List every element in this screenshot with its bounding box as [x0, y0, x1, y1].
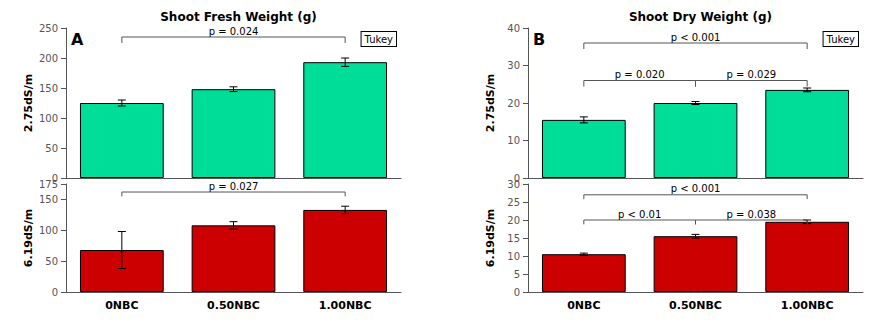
svg-text:A: A: [71, 30, 84, 49]
svg-text:p < 0.001: p < 0.001: [671, 32, 721, 43]
svg-text:50: 50: [45, 143, 58, 154]
svg-text:40: 40: [507, 23, 520, 34]
svg-text:200: 200: [39, 53, 58, 64]
svg-text:0NBC: 0NBC: [105, 299, 138, 312]
svg-text:15: 15: [507, 233, 520, 244]
svg-text:B: B: [533, 30, 545, 49]
svg-text:p = 0.029: p = 0.029: [726, 69, 776, 80]
svg-text:100: 100: [39, 113, 58, 124]
svg-text:Tukey: Tukey: [826, 34, 856, 45]
svg-text:150: 150: [39, 194, 58, 205]
svg-text:p = 0.024: p = 0.024: [209, 26, 259, 37]
svg-text:30: 30: [507, 179, 520, 190]
svg-text:25: 25: [507, 197, 520, 208]
svg-text:p = 0.027: p = 0.027: [209, 181, 259, 192]
svg-text:0.50NBC: 0.50NBC: [669, 299, 722, 312]
svg-text:150: 150: [39, 83, 58, 94]
svg-text:Tukey: Tukey: [364, 34, 394, 45]
svg-text:2.75dS/m: 2.75dS/m: [484, 74, 497, 132]
svg-text:10: 10: [507, 251, 520, 262]
svg-text:20: 20: [507, 98, 520, 109]
svg-text:6.19dS/m: 6.19dS/m: [484, 209, 497, 267]
svg-text:p < 0.01: p < 0.01: [618, 209, 661, 220]
svg-text:p < 0.001: p < 0.001: [671, 183, 721, 194]
svg-text:5: 5: [514, 269, 520, 280]
svg-text:1.00NBC: 1.00NBC: [781, 299, 834, 312]
svg-text:175: 175: [39, 179, 58, 190]
svg-text:10: 10: [507, 135, 520, 146]
svg-text:0.50NBC: 0.50NBC: [207, 299, 260, 312]
svg-text:Shoot Dry Weight (g): Shoot Dry Weight (g): [629, 10, 772, 24]
svg-text:1.00NBC: 1.00NBC: [319, 299, 372, 312]
svg-text:50: 50: [45, 256, 58, 267]
svg-text:0: 0: [52, 287, 58, 298]
svg-text:20: 20: [507, 215, 520, 226]
svg-text:p = 0.038: p = 0.038: [726, 209, 776, 220]
svg-text:Shoot Fresh Weight (g): Shoot Fresh Weight (g): [160, 10, 317, 24]
svg-text:0: 0: [514, 287, 520, 298]
svg-text:0NBC: 0NBC: [567, 299, 600, 312]
svg-text:30: 30: [507, 60, 520, 71]
svg-text:p = 0.020: p = 0.020: [615, 69, 665, 80]
svg-text:100: 100: [39, 225, 58, 236]
svg-text:2.75dS/m: 2.75dS/m: [22, 74, 35, 132]
svg-text:250: 250: [39, 23, 58, 34]
svg-text:6.19dS/m: 6.19dS/m: [22, 209, 35, 267]
